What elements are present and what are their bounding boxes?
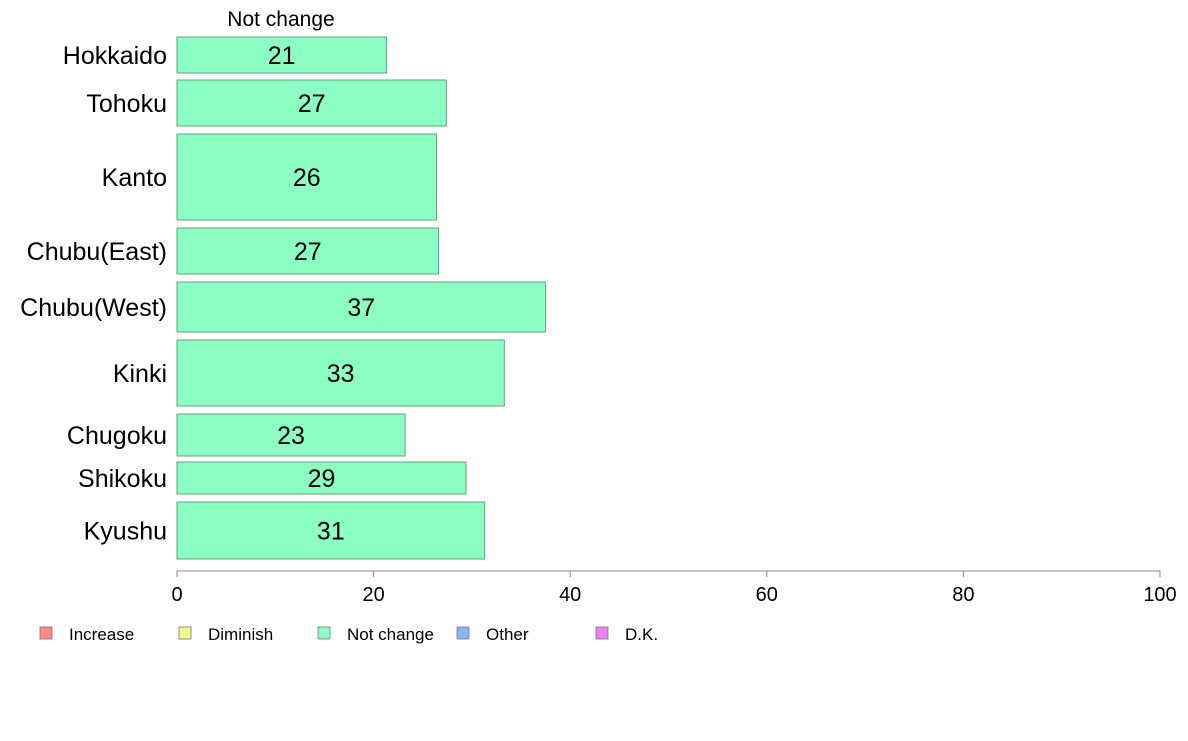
legend-swatch	[456, 626, 470, 640]
bar-value-label: 27	[298, 90, 326, 118]
x-tick-label: 60	[756, 584, 778, 606]
bar-value-label: 31	[317, 518, 345, 546]
category-label: Tohoku	[86, 90, 167, 118]
legend-label: Not change	[347, 625, 434, 644]
category-label: Hokkaido	[63, 42, 167, 70]
legend-swatch	[39, 626, 53, 640]
category-label: Chubu(East)	[27, 238, 167, 266]
bar-value-label: 23	[277, 422, 305, 450]
legend-swatch	[595, 626, 609, 640]
bar-value-label: 26	[293, 164, 321, 192]
category-label: Chubu(West)	[20, 294, 167, 322]
x-tick-label: 100	[1143, 584, 1176, 606]
bar-chubu-west	[176, 281, 547, 333]
bar-value-label: 33	[327, 360, 355, 388]
bars-layer: 21 Hokkaido 27 Tohoku 26 Kanto 27 Chubu(East) 37…	[20, 36, 547, 560]
x-tick-label: 40	[559, 584, 581, 606]
legend-swatch	[317, 626, 331, 640]
bar-value-label: 37	[347, 294, 375, 322]
category-label: Kyushu	[84, 518, 167, 546]
bar-tohoku	[176, 79, 447, 127]
bar-hokkaido	[176, 36, 387, 74]
legend: Increase Diminish Not change Other D.K.	[39, 625, 658, 644]
category-label: Shikoku	[78, 465, 167, 493]
category-label: Kanto	[102, 164, 167, 192]
category-label: Kinki	[113, 360, 167, 388]
bar-kyushu	[176, 501, 486, 560]
x-tick-label: 0	[171, 584, 182, 606]
bar-value-label: 27	[294, 238, 322, 266]
legend-label: Increase	[69, 625, 134, 644]
legend-label: Diminish	[208, 625, 273, 644]
x-tick-label: 80	[952, 584, 974, 606]
x-axis: 0 20 40 60 80 100	[171, 570, 1177, 606]
bar-kanto	[176, 133, 438, 221]
bar-shikoku	[176, 461, 467, 495]
legend-swatch	[178, 626, 192, 640]
segment-header-label: Not change	[227, 8, 334, 31]
bar-value-label: 21	[268, 42, 296, 70]
legend-label: D.K.	[625, 625, 658, 644]
category-label: Chugoku	[67, 422, 167, 450]
x-tick-label: 20	[362, 584, 384, 606]
bar-chugoku	[176, 413, 406, 457]
bar-kinki	[176, 339, 505, 407]
legend-label: Other	[486, 625, 529, 644]
bar-chubu-east	[176, 227, 439, 275]
bar-value-label: 29	[308, 465, 336, 493]
